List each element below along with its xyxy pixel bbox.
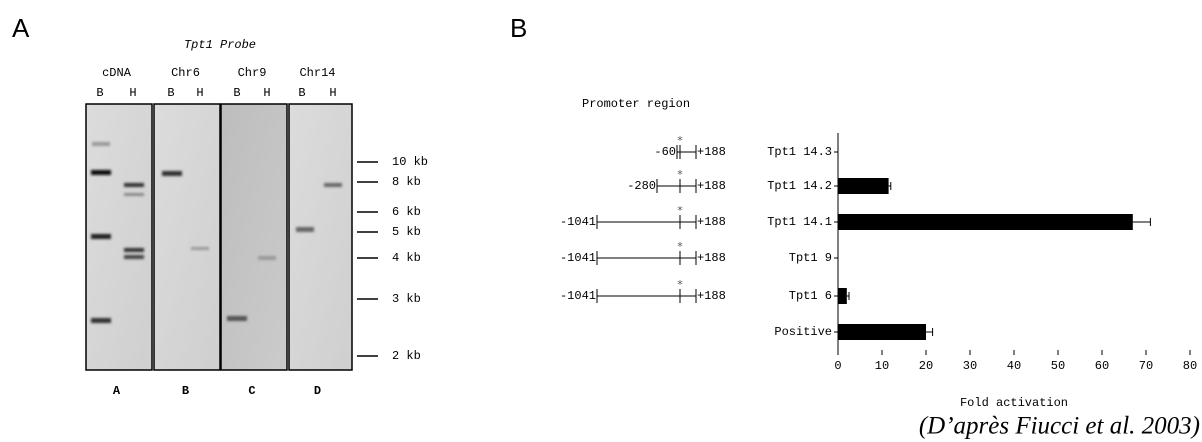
lane-label: B — [96, 86, 103, 100]
category-label: Tpt1 14.2 — [767, 179, 832, 193]
category-label: Tpt1 14.1 — [767, 215, 832, 229]
construct-start: -1041 — [560, 289, 596, 303]
x-tick-label: 40 — [1007, 359, 1021, 373]
lane-group: Chr9 — [238, 66, 267, 80]
construct-start: -60 — [654, 145, 676, 159]
x-tick-label: 70 — [1139, 359, 1153, 373]
x-tick-label: 60 — [1095, 359, 1109, 373]
lane-letter: B — [182, 384, 189, 398]
construct-start: -1041 — [560, 215, 596, 229]
promoter-title: Promoter region — [582, 97, 690, 111]
category-label: Tpt1 14.3 — [767, 145, 832, 159]
lane-label: B — [298, 86, 305, 100]
marker-label: 6 kb — [392, 205, 421, 219]
construct-end: +188 — [697, 145, 726, 159]
bar — [838, 178, 889, 194]
x-tick-label: 20 — [919, 359, 933, 373]
x-tick-label: 30 — [963, 359, 977, 373]
marker-label: 3 kb — [392, 292, 421, 306]
tss-star: * — [677, 168, 683, 181]
lane-label: B — [167, 86, 174, 100]
bar — [838, 288, 847, 304]
panel-label: A — [12, 13, 30, 43]
marker-label: 10 kb — [392, 155, 428, 169]
bar — [838, 324, 926, 340]
category-label: Tpt1 6 — [789, 289, 832, 303]
tss-star: * — [677, 240, 683, 253]
tss-star: * — [677, 134, 683, 147]
x-tick-label: 0 — [834, 359, 841, 373]
construct-end: +188 — [697, 289, 726, 303]
bar — [838, 214, 1133, 230]
category-label: Positive — [774, 325, 832, 339]
x-tick-label: 10 — [875, 359, 889, 373]
lane-label: H — [329, 86, 336, 100]
caption: (D’après Fiucci et al. 2003) — [919, 413, 1200, 440]
construct-end: +188 — [697, 179, 726, 193]
lane-label: H — [263, 86, 270, 100]
lane-letter: A — [113, 384, 121, 398]
x-tick-label: 50 — [1051, 359, 1065, 373]
lane-label: H — [129, 86, 136, 100]
probe-title: Tpt1 Probe — [184, 38, 256, 52]
tss-star: * — [677, 278, 683, 291]
construct-start: -280 — [627, 179, 656, 193]
lane-label: B — [233, 86, 240, 100]
lane-letter: C — [248, 384, 255, 398]
construct-end: +188 — [697, 215, 726, 229]
marker-label: 5 kb — [392, 225, 421, 239]
tss-star: * — [677, 204, 683, 217]
x-tick-label: 80 — [1183, 359, 1197, 373]
lane-group: Chr14 — [299, 66, 335, 80]
marker-label: 2 kb — [392, 349, 421, 363]
gel — [85, 103, 353, 371]
lane-group: Chr6 — [171, 66, 200, 80]
marker-label: 8 kb — [392, 175, 421, 189]
marker-label: 4 kb — [392, 251, 421, 265]
x-axis-label: Fold activation — [960, 396, 1068, 410]
panel-label: B — [510, 13, 527, 43]
lane-group: cDNA — [102, 66, 132, 80]
lane-letter: D — [314, 384, 321, 398]
category-label: Tpt1 9 — [789, 251, 832, 265]
construct-end: +188 — [697, 251, 726, 265]
construct-start: -1041 — [560, 251, 596, 265]
lane-label: H — [196, 86, 203, 100]
